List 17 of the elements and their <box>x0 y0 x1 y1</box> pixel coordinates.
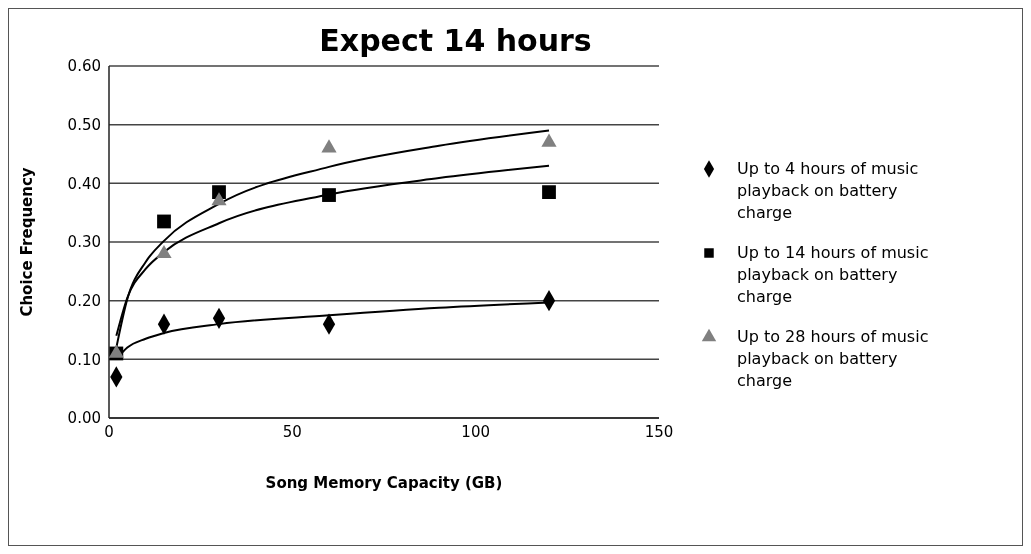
y-axis-title: Choice Frequency <box>18 167 37 317</box>
y-tick-label: 0.60 <box>67 57 101 76</box>
x-axis-title: Song Memory Capacity (GB) <box>265 474 503 492</box>
x-tick-label: 150 <box>644 422 674 441</box>
y-tick-label: 0.10 <box>67 350 101 369</box>
legend-label: Up to 14 hours of music playback on battery charge <box>737 242 930 308</box>
y-tick-label: 0.00 <box>67 409 101 428</box>
legend-label: Up to 4 hours of music playback on battery charge <box>737 158 920 224</box>
x-tick-label: 50 <box>282 422 302 441</box>
legend-label: Up to 28 hours of music playback on battery charge <box>737 326 930 392</box>
y-tick-label: 0.50 <box>67 115 101 134</box>
y-tick-label: 0.20 <box>67 291 101 310</box>
y-tick-label: 0.30 <box>67 233 101 252</box>
y-tick-label: 0.40 <box>67 174 101 193</box>
x-tick-label: 0 <box>104 422 114 441</box>
chart-title: Expect 14 hours <box>318 23 593 58</box>
x-tick-label: 100 <box>461 422 490 441</box>
